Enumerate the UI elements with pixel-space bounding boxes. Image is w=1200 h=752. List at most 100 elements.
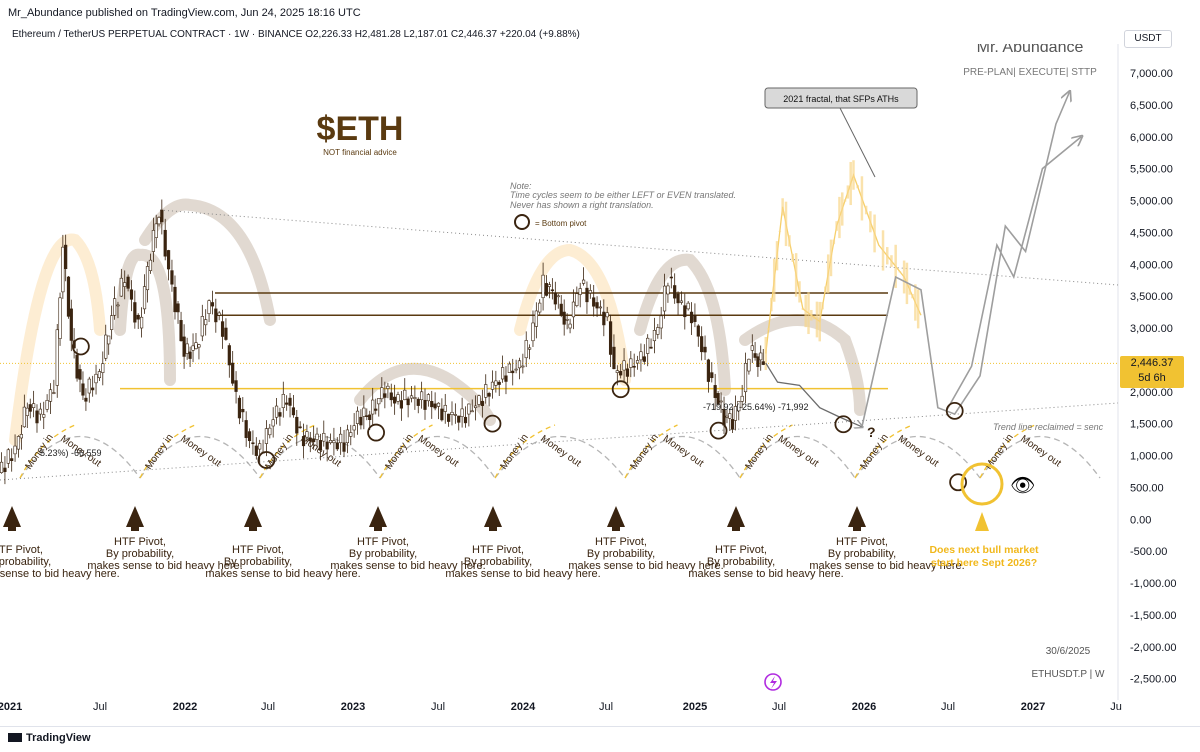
cycle-arc [624,435,741,479]
publish-text: Mr_Abundance published on TradingView.co… [8,7,361,19]
candle-body [91,387,95,391]
candle-body [756,356,760,367]
y-tick-label: 1,500.00 [1130,419,1173,431]
pivot-text-line2: By probability, [224,556,292,568]
candle-body [544,283,549,296]
candle-body [423,399,427,410]
candle-body [220,321,225,337]
price-chart[interactable]: 7,000.00 6,500.00 6,000.00 5,500.00 5,000.00… [0,44,1200,726]
y-tick-label: 1,000.00 [1130,451,1173,463]
cycle-arc [979,435,1101,479]
candle-body [568,323,572,329]
candle-body [463,416,468,424]
candle-body [719,400,723,403]
currency-button[interactable]: USDT [1124,30,1172,48]
pivot-text-line3: makes sense to bid heavy here. [445,568,600,580]
projection-future-line [861,92,1070,427]
candle-body [531,322,535,342]
legend-pivot-icon [514,214,530,230]
money-in-label: Money in [383,432,415,472]
candle-body [224,327,228,340]
candle-body [6,449,10,464]
candle-body [622,360,626,371]
candle-body [457,415,461,423]
y-tick-label: 2,000.00 [1130,387,1173,399]
candle-body [133,302,137,323]
y-tick-label: 3,500.00 [1130,291,1173,303]
money-in-arc [624,424,678,479]
candle-body [301,436,306,447]
candle-body [565,318,569,321]
candle-body [271,419,275,427]
fractal-2021-projection [764,160,922,371]
pivot-arrow-icon [244,506,262,531]
candle-body [514,368,518,371]
pivot-arrow-icon [126,506,144,531]
pivot-text-line1: HTF Pivot, [595,536,647,548]
pivot-arrow-icon [607,506,625,531]
y-tick-label: 0.00 [1130,514,1151,526]
bottom-pivot [483,414,502,433]
y-tick-label: -2,000.00 [1130,642,1176,654]
candle-body [58,297,62,339]
projection-paths [765,92,1081,427]
candle-body [191,345,195,351]
bottom-pivot [834,415,853,434]
candle-body [393,396,397,404]
cycle-band [739,314,866,416]
y-tick-label: 3,000.00 [1130,323,1173,335]
cycle-arc [19,435,141,479]
candle-body [602,311,606,326]
measure-left-label: 5.23%) -66,559 [40,448,102,458]
candle-body [325,441,329,450]
candle-body [25,407,29,416]
tv-logo-text: TradingView [26,732,91,744]
pivot-text-line1: HTF Pivot, [357,536,409,548]
candle-body [581,279,586,284]
x-tick-label: Jul [941,701,955,713]
candle-body [352,425,356,431]
candle-body [176,303,180,313]
candle-body [355,410,360,424]
x-tick-label: Jul [599,701,613,713]
candle-body [145,266,150,291]
x-tick-label: Jul [93,701,107,713]
candle-body [139,316,144,329]
candle-body [504,375,508,382]
candle-body [511,370,515,374]
bottom-pivot [949,473,967,492]
y-tick-label: 6,000.00 [1130,132,1173,144]
candle-body [136,314,140,320]
x-tick-label: 2022 [173,701,197,713]
pivot-text-line2: By probability, [349,548,417,560]
money-in-label: Money in [498,432,530,472]
pivot-text-line3: makes sense to bid heavy here. [330,560,485,572]
candle-body [55,329,59,386]
candle-body [713,385,717,398]
tradingview-logo[interactable]: TradingView [8,732,91,744]
candle-body [615,370,619,373]
candle-body [328,440,333,444]
candles [0,199,765,485]
candle-body [527,347,532,350]
pivot-text-line3: makes sense to bid heavy here. [568,560,723,572]
candle-body [258,443,262,450]
callout-box [764,87,918,109]
x-tick-label: 2023 [341,701,365,713]
candle-body [52,392,56,394]
candle-body [371,399,375,415]
pivot-text-line1: HTF Pivot, [472,544,524,556]
money-out-label: Money out [178,433,223,469]
candle-body [237,397,242,419]
cycle-arc [739,435,856,479]
candle-body [759,352,763,361]
candle-body [386,385,390,389]
y-tick-label: 500.00 [1130,482,1164,494]
bottom-pivot [709,421,728,440]
candle-body [728,413,732,419]
candle-body [210,302,215,307]
candle-body [733,406,738,421]
bolt-icon[interactable] [764,673,782,691]
candle-body [278,412,282,417]
candle-body [578,288,582,295]
